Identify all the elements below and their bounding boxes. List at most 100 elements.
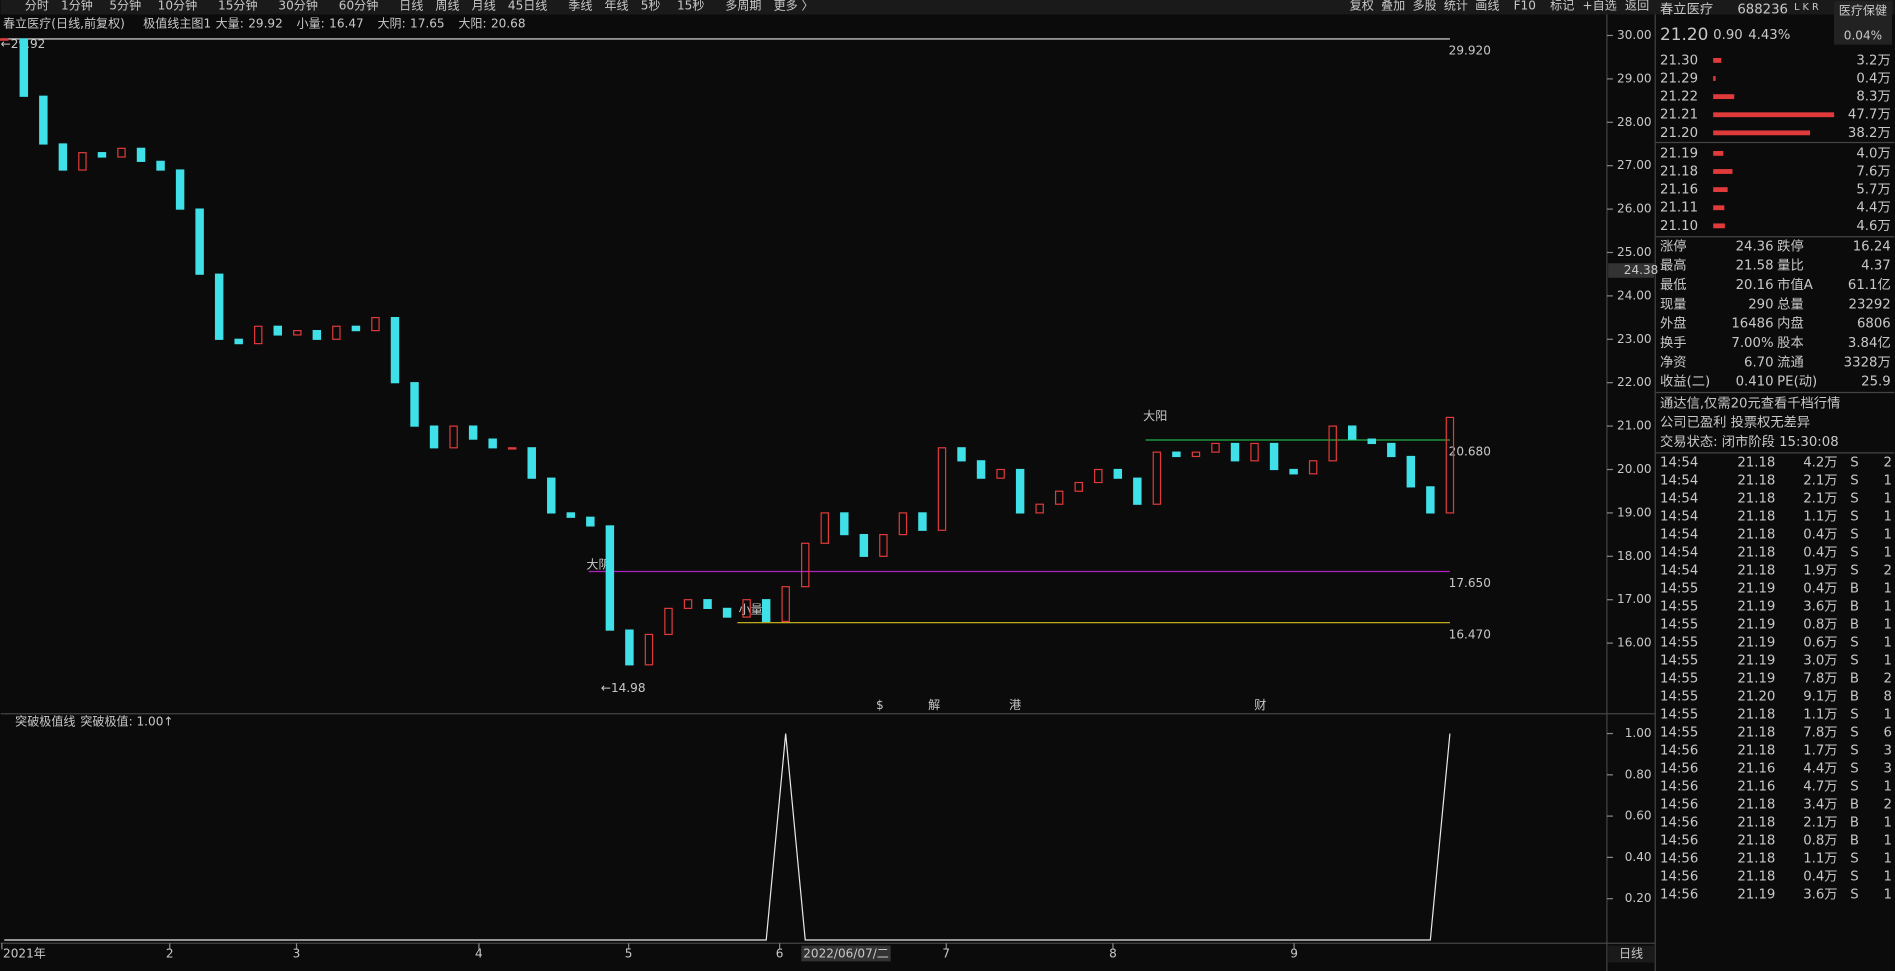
candle [78, 152, 87, 171]
footer-tab[interactable]: 日线 [1619, 947, 1643, 961]
stat-label: 跌停 [1777, 237, 1804, 254]
toolbar-button[interactable]: 标记 [1550, 0, 1574, 13]
tick-count: 1 [1883, 528, 1891, 543]
toolbar-tab[interactable]: 5秒 [641, 0, 661, 13]
tick-price: 21.18 [1737, 851, 1775, 866]
event-marker[interactable]: 财 [1254, 698, 1266, 712]
tick-count: 1 [1883, 600, 1891, 615]
toolbar-tab[interactable]: 15秒 [677, 0, 704, 13]
book-volume: 47.7万 [1848, 108, 1891, 123]
candle [312, 330, 322, 340]
book-volume: 3.2万 [1856, 53, 1890, 68]
candle [722, 607, 732, 618]
tick-count: 2 [1883, 456, 1891, 471]
tick-price: 21.18 [1737, 815, 1775, 830]
candle [1308, 460, 1318, 475]
toolbar-tab[interactable]: 年线 [605, 0, 629, 13]
toolbar-tab[interactable]: 15分钟 [218, 0, 257, 13]
tick-time: 14:55 [1660, 636, 1698, 651]
candle [898, 512, 908, 536]
tick-volume: 7.8万 [1803, 671, 1837, 686]
stat-value: 0.410 [1736, 375, 1774, 390]
depth-bar [1713, 223, 1725, 229]
level-name: 小量 [297, 17, 321, 31]
candle [0, 38, 9, 41]
candle [507, 447, 517, 450]
stat-value: 6.70 [1744, 355, 1774, 370]
notice[interactable]: 通达信,仅需20元查看千档行情 [1660, 395, 1840, 411]
tick-count: 2 [1883, 797, 1891, 812]
toolbar-button[interactable]: 画线 [1475, 0, 1499, 13]
tick-volume: 3.0万 [1803, 653, 1837, 668]
stat-value: 290 [1748, 297, 1773, 312]
toolbar-tab[interactable]: 更多 〉 [774, 0, 814, 13]
stat-label: 最高 [1660, 257, 1687, 274]
tick-count: 3 [1883, 761, 1891, 776]
book-volume: 5.7万 [1856, 183, 1890, 198]
tick-price: 21.18 [1737, 707, 1775, 722]
toolbar-button[interactable]: 多股 [1412, 0, 1436, 13]
tick-price: 21.19 [1737, 653, 1775, 668]
tick-side: S [1850, 707, 1858, 722]
toolbar-button[interactable]: 统计 [1444, 0, 1468, 13]
level-value: 29.92 [248, 17, 283, 31]
toolbar-button[interactable]: F10 [1514, 0, 1536, 13]
tick-time: 14:55 [1660, 582, 1698, 597]
toolbar-tab[interactable]: 1分钟 [61, 0, 93, 13]
candle [156, 160, 165, 171]
tick-count: 1 [1883, 492, 1891, 507]
event-marker[interactable]: 解 [928, 698, 940, 712]
event-marker[interactable]: 港 [1009, 698, 1021, 712]
toolbar-button[interactable]: +自选 [1583, 0, 1617, 13]
candle [1387, 442, 1396, 458]
toolbar-tab[interactable]: 月线 [472, 0, 496, 13]
event-marker[interactable]: $ [876, 698, 884, 712]
toolbar-button[interactable]: 复权 [1350, 0, 1374, 13]
sector[interactable]: 医疗保健 [1839, 3, 1887, 17]
tick-price: 21.16 [1737, 761, 1775, 776]
tick-price: 21.18 [1737, 564, 1775, 579]
book-price: 21.16 [1660, 183, 1698, 198]
cursor-date-bg [801, 945, 891, 962]
tick-side: S [1850, 851, 1858, 866]
y-tick-label: 29.00 [1617, 71, 1652, 85]
tick-side: B [1850, 618, 1859, 633]
depth-bar [1713, 130, 1811, 136]
toolbar-tab[interactable]: 分时 [25, 0, 49, 13]
stat-value: 16.24 [1853, 239, 1891, 254]
tick-time: 14:55 [1660, 671, 1698, 686]
x-tick-label: 6 [776, 947, 784, 961]
toolbar-tab[interactable]: 45日线 [508, 0, 547, 13]
toolbar-tab[interactable]: 5分钟 [109, 0, 141, 13]
tick-volume: 2.1万 [1803, 815, 1837, 830]
level-name: 大量 [216, 17, 240, 31]
toolbar-tab[interactable]: 10分钟 [158, 0, 197, 13]
toolbar-tab[interactable]: 日线 [399, 0, 423, 13]
stock-flags: L K R [1794, 2, 1819, 13]
book-price: 21.22 [1660, 90, 1698, 105]
candle [1348, 425, 1357, 440]
candle [1133, 477, 1142, 505]
toolbar-tab[interactable]: 30分钟 [278, 0, 317, 13]
toolbar-tab[interactable]: 季线 [568, 0, 592, 13]
tick-volume: 3.6万 [1803, 600, 1837, 615]
tick-count: 1 [1883, 474, 1891, 489]
tick-side: S [1850, 725, 1858, 740]
book-volume: 4.6万 [1856, 219, 1890, 234]
toolbar-tab[interactable]: 60分钟 [339, 0, 378, 13]
candle [820, 512, 829, 544]
tick-time: 14:56 [1660, 833, 1698, 848]
toolbar-button[interactable]: 叠加 [1381, 0, 1405, 13]
candle [566, 512, 576, 518]
tick-count: 8 [1883, 689, 1891, 704]
tick-count: 3 [1883, 743, 1891, 758]
candle [1035, 503, 1044, 514]
tick-price: 21.18 [1737, 725, 1775, 740]
tick-time: 14:56 [1660, 815, 1698, 830]
candle [1113, 468, 1123, 479]
toolbar-button[interactable]: 返回 [1625, 0, 1649, 13]
toolbar-tab[interactable]: 周线 [435, 0, 459, 13]
toolbar-tab[interactable]: 多周期 [725, 0, 761, 13]
colon: : [240, 17, 244, 31]
tick-time: 14:55 [1660, 725, 1698, 740]
